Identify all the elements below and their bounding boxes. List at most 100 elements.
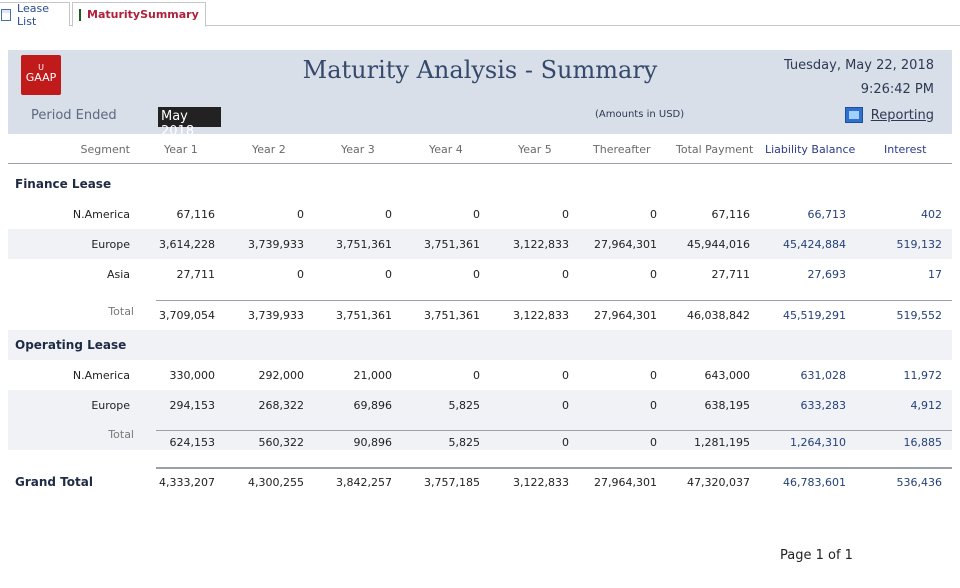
report-header: U GAAP Maturity Analysis - Summary Tuesd… [8,50,952,139]
col-year-2: Year 2 [252,143,286,156]
cell-liability-balance: 631,028 [800,369,847,382]
document-tab-strip: Lease List MaturitySummary [0,0,960,28]
table-row: N.America 330,000 292,000 21,000 0 0 0 6… [8,360,952,390]
cell-total-payment: 47,320,037 [687,476,750,489]
grand-total-row: Grand Total 4,333,207 4,300,255 3,842,25… [8,467,952,497]
cell-year-2: 3,739,933 [248,238,304,251]
cell-year-4: 3,751,361 [424,238,480,251]
cell-year-3: 21,000 [353,369,393,382]
cell-year-5: 3,122,833 [513,309,569,322]
cell-liability-balance: 633,283 [800,399,847,412]
page-number: Page 1 of 1 [780,548,853,563]
cell-year-2: 292,000 [258,369,305,382]
reporting-link[interactable]: Reporting [844,107,934,123]
cell-total-payment: 643,000 [704,369,751,382]
tab-maturity-summary[interactable]: MaturitySummary [72,2,206,27]
cell-year-5: 0 [562,436,569,449]
cell-year-2: 560,322 [258,436,305,449]
cell-total-payment: 638,195 [704,399,751,412]
reporting-label: Reporting [870,107,934,123]
cell-interest: 4,912 [910,399,943,412]
cell-interest: 11,972 [903,369,943,382]
tab-label: MaturitySummary [87,8,199,21]
group-label: Finance Lease [15,177,112,191]
cell-year-5: 0 [562,399,569,412]
cell-interest: 17 [928,268,942,281]
cell-total-payment: 27,711 [711,268,751,281]
period-ended-label: Period Ended [31,108,117,123]
cell-thereafter: 0 [650,268,657,281]
col-year-3: Year 3 [341,143,375,156]
cell-thereafter: 0 [650,208,657,221]
report-title: Maturity Analysis - Summary [302,56,658,84]
cell-segment: Asia [106,268,130,281]
col-year-1: Year 1 [164,143,198,156]
cell-thereafter: 27,964,301 [594,309,657,322]
amounts-note: (Amounts in USD) [595,109,685,120]
report-icon [79,8,81,21]
subtotal-row-finance-lease: Total 3,709,054 3,739,933 3,751,361 3,75… [8,298,952,328]
cell-year-1: 4,333,207 [159,476,215,489]
cell-year-5: 3,122,833 [513,238,569,251]
cell-year-3: 90,896 [353,436,393,449]
cell-year-4: 0 [473,369,480,382]
cell-liability-balance: 66,713 [807,208,847,221]
cell-year-3: 69,896 [353,399,393,412]
col-year-5: Year 5 [518,143,552,156]
col-year-4: Year 4 [429,143,463,156]
cell-year-5: 0 [562,268,569,281]
cell-year-3: 3,751,361 [336,238,392,251]
cell-segment: Europe [91,399,130,412]
cell-year-1: 3,709,054 [159,309,215,322]
report-time: 9:26:42 PM [860,82,934,97]
cell-thereafter: 0 [650,399,657,412]
cell-thereafter: 27,964,301 [594,238,657,251]
cell-year-1: 67,116 [176,208,216,221]
subtotal-divider [156,430,952,431]
col-total-payment: Total Payment [676,143,754,156]
cell-year-2: 0 [297,268,304,281]
cell-year-1: 27,711 [176,268,216,281]
cell-year-1: 3,614,228 [159,238,215,251]
cell-year-5: 3,122,833 [513,476,569,489]
cell-year-2: 0 [297,208,304,221]
subtotal-row-operating-lease: Total 624,153 560,322 90,896 5,825 0 0 1… [8,420,952,450]
group-label: Operating Lease [15,338,127,352]
cell-year-1: 624,153 [169,436,216,449]
cell-year-2: 3,739,933 [248,309,304,322]
cell-year-5: 0 [562,369,569,382]
col-segment: Segment [80,143,131,156]
cell-segment: Europe [91,238,130,251]
grand-total-label: Grand Total [15,475,93,489]
cell-thereafter: 0 [650,369,657,382]
cell-interest: 536,436 [896,476,943,489]
cell-year-5: 0 [562,208,569,221]
cell-interest: 402 [921,208,942,221]
cell-year-3: 3,842,257 [336,476,392,489]
table-row: Europe 294,153 268,322 69,896 5,825 0 0 … [8,390,952,420]
cell-thereafter: 0 [650,436,657,449]
cell-year-4: 5,825 [448,436,481,449]
col-thereafter: Thereafter [593,143,651,156]
cell-year-3: 0 [385,208,392,221]
cell-total-payment: 46,038,842 [687,309,750,322]
tab-label: Lease List [17,1,49,28]
table-row: Asia 27,711 0 0 0 0 0 27,711 27,693 17 [8,259,952,289]
grand-total-divider [156,467,952,469]
period-ended-value[interactable]: May 2018 [158,107,221,139]
cell-year-4: 0 [473,208,480,221]
cell-year-2: 268,322 [258,399,305,412]
reporting-icon [844,107,863,123]
cell-liability-balance: 27,693 [807,268,847,281]
table-row: N.America 67,116 0 0 0 0 0 67,116 66,713… [8,199,952,229]
tab-lease-list[interactable]: Lease List [0,1,70,28]
col-liability-balance: Liability Balance [765,143,856,156]
cell-liability-balance: 45,519,291 [783,309,846,322]
table-row: Europe 3,614,228 3,739,933 3,751,361 3,7… [8,229,952,259]
cell-year-1: 330,000 [169,369,216,382]
cell-year-2: 4,300,255 [248,476,304,489]
logo-line-2: GAAP [25,71,57,84]
cell-total-payment: 45,944,016 [687,238,750,251]
report-date: Tuesday, May 22, 2018 [783,58,934,73]
cell-interest: 519,552 [896,309,943,322]
